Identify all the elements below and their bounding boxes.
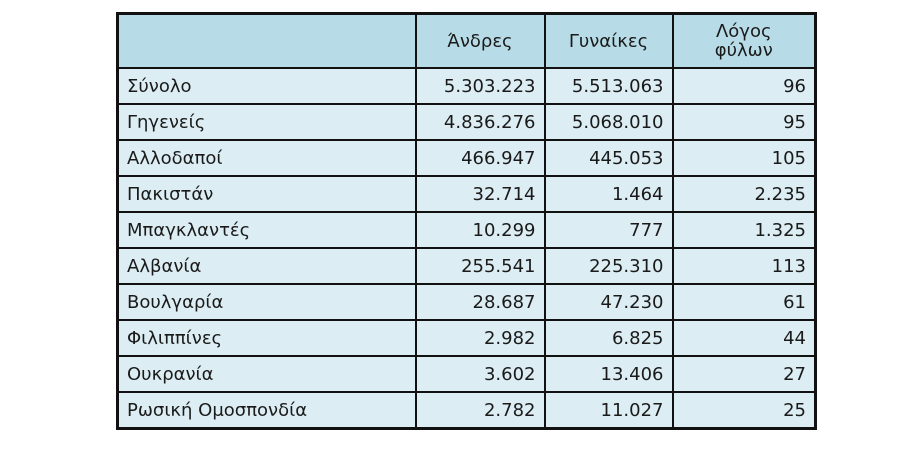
- header-men: Άνδρες: [414, 12, 546, 69]
- row-women: 445.053: [543, 139, 674, 177]
- row-men: 28.687: [414, 283, 546, 321]
- row-women: 225.310: [543, 247, 674, 285]
- row-men: 5.303.223: [414, 67, 546, 105]
- row-men: 10.299: [414, 211, 546, 249]
- row-name: Πακιστάν: [116, 175, 417, 213]
- row-sex-ratio: 2.235: [671, 175, 817, 213]
- row-name: Φιλιππίνες: [116, 319, 417, 357]
- row-name: Αλβανία: [116, 247, 417, 285]
- row-name: Βουλγαρία: [116, 283, 417, 321]
- row-sex-ratio: 61: [671, 283, 817, 321]
- header-sex-ratio-line1: Λόγος: [715, 21, 772, 42]
- population-sex-ratio-table: Άνδρες Γυναίκες Λόγος φύλων Σύνολο 5.303.…: [116, 12, 817, 430]
- header-sex-ratio: Λόγος φύλων: [671, 12, 817, 69]
- row-name: Γηγενείς: [116, 103, 417, 141]
- row-men: 32.714: [414, 175, 546, 213]
- row-men: 4.836.276: [414, 103, 546, 141]
- row-women: 6.825: [543, 319, 674, 357]
- header-sex-ratio-line2: φύλων: [714, 40, 773, 61]
- row-name: Αλλοδαποί: [116, 139, 417, 177]
- row-women: 47.230: [543, 283, 674, 321]
- row-women: 5.068.010: [543, 103, 674, 141]
- row-women: 777: [543, 211, 674, 249]
- row-men: 466.947: [414, 139, 546, 177]
- row-name: Σύνολο: [116, 67, 417, 105]
- row-women: 13.406: [543, 355, 674, 393]
- row-men: 2.982: [414, 319, 546, 357]
- table-row: Ουκρανία 3.602 13.406 27: [116, 355, 817, 393]
- table-row: Μπαγκλαντές 10.299 777 1.325: [116, 211, 817, 249]
- table-row: Γηγενείς 4.836.276 5.068.010 95: [116, 103, 817, 141]
- row-men: 2.782: [414, 391, 546, 430]
- header-category: [116, 12, 417, 69]
- row-name: Ρωσική Ομοσπονδία: [116, 391, 417, 430]
- row-name: Μπαγκλαντές: [116, 211, 417, 249]
- table-row: Ρωσική Ομοσπονδία 2.782 11.027 25: [116, 391, 817, 430]
- row-sex-ratio: 96: [671, 67, 817, 105]
- table-row: Αλλοδαποί 466.947 445.053 105: [116, 139, 817, 177]
- header-women: Γυναίκες: [543, 12, 674, 69]
- row-women: 1.464: [543, 175, 674, 213]
- table-row: Βουλγαρία 28.687 47.230 61: [116, 283, 817, 321]
- row-sex-ratio: 25: [671, 391, 817, 430]
- table-row: Αλβανία 255.541 225.310 113: [116, 247, 817, 285]
- row-sex-ratio: 1.325: [671, 211, 817, 249]
- row-men: 255.541: [414, 247, 546, 285]
- row-sex-ratio: 44: [671, 319, 817, 357]
- row-sex-ratio: 105: [671, 139, 817, 177]
- table-row: Σύνολο 5.303.223 5.513.063 96: [116, 67, 817, 105]
- row-sex-ratio: 113: [671, 247, 817, 285]
- row-sex-ratio: 95: [671, 103, 817, 141]
- table-row: Φιλιππίνες 2.982 6.825 44: [116, 319, 817, 357]
- row-women: 11.027: [543, 391, 674, 430]
- table-row: Πακιστάν 32.714 1.464 2.235: [116, 175, 817, 213]
- row-women: 5.513.063: [543, 67, 674, 105]
- header-row: Άνδρες Γυναίκες Λόγος φύλων: [116, 12, 817, 69]
- row-name: Ουκρανία: [116, 355, 417, 393]
- row-sex-ratio: 27: [671, 355, 817, 393]
- row-men: 3.602: [414, 355, 546, 393]
